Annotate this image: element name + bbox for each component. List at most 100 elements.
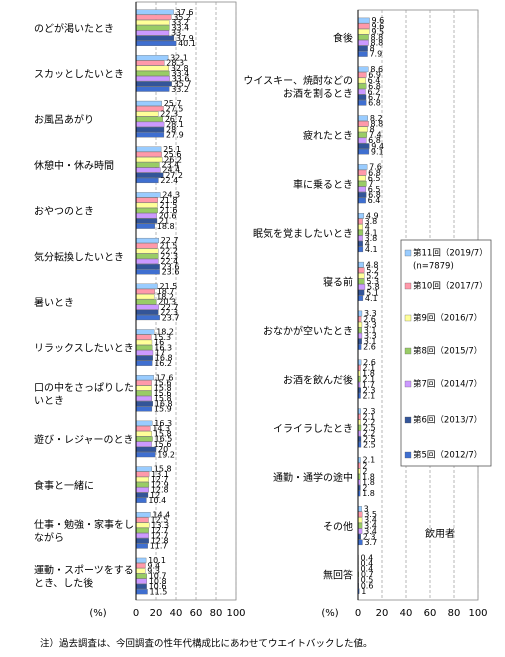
value-label: 28.3 <box>166 59 184 68</box>
value-label: 2.1 <box>363 456 376 465</box>
bar <box>135 339 153 345</box>
value-label: 4 <box>365 239 370 248</box>
axis-unit: (%) <box>89 608 106 619</box>
bar <box>135 167 161 173</box>
value-label: 2 <box>362 467 367 476</box>
bar <box>357 121 369 127</box>
value-label: 22.2 <box>160 247 178 256</box>
bar <box>357 327 362 333</box>
legend-swatch <box>404 282 412 290</box>
category-label: 車に乗るとき <box>293 178 353 191</box>
category-label: 無回答 <box>323 569 353 582</box>
bar <box>357 218 363 225</box>
value-label: 26.2 <box>164 155 182 164</box>
bar <box>135 70 170 76</box>
value-label: 10.7 <box>149 572 167 581</box>
bar <box>135 30 170 36</box>
x-tick-label: 20 <box>150 608 163 619</box>
value-label: 3.3 <box>364 320 377 329</box>
value-label: 3.4 <box>364 516 377 525</box>
value-label: 12.8 <box>151 486 169 495</box>
bar <box>135 406 153 412</box>
bar <box>357 267 365 273</box>
bar <box>357 137 367 144</box>
value-label: 16.8 <box>155 354 173 363</box>
bar <box>135 100 162 107</box>
bar <box>135 527 149 533</box>
bar <box>135 522 150 528</box>
value-label: 16.3 <box>154 343 172 352</box>
legend-frame <box>400 239 492 467</box>
value-label: 12.8 <box>151 536 169 545</box>
category-label: 仕事・勉強・家事をしながら <box>34 518 134 544</box>
bar <box>135 492 149 498</box>
bar <box>135 19 170 26</box>
bar <box>135 213 157 219</box>
value-label: 5.2 <box>366 272 379 281</box>
value-label: 8.8 <box>371 119 384 128</box>
bar <box>357 246 364 253</box>
bar <box>135 425 151 432</box>
category-label: 口の中をさっぱりしたいとき <box>34 381 134 407</box>
bar <box>135 390 152 396</box>
value-label: 2.2 <box>363 418 376 427</box>
bar <box>357 213 365 219</box>
bar <box>135 568 146 574</box>
bar <box>135 385 152 391</box>
bar <box>135 517 149 523</box>
bar <box>135 350 154 356</box>
bar <box>357 126 368 133</box>
category-label: おやつのとき <box>34 206 94 218</box>
value-label: 9.5 <box>371 27 384 36</box>
value-label: 17 <box>155 349 165 358</box>
bar <box>135 60 165 66</box>
value-label: 3.8 <box>365 217 378 226</box>
bar <box>135 269 160 275</box>
category-label: 遊び・レジャーのとき <box>34 433 134 446</box>
value-label: 21.6 <box>160 206 178 215</box>
bar <box>135 248 159 254</box>
value-label: 7.4 <box>369 131 382 140</box>
value-label: 15.3 <box>153 333 171 342</box>
bar <box>135 380 152 386</box>
value-label: 9.3 <box>147 567 160 576</box>
value-label: 33 <box>171 29 181 38</box>
value-label: 2 <box>362 484 367 493</box>
bar <box>135 304 159 310</box>
value-label: 10.8 <box>149 577 167 586</box>
bar <box>135 76 170 82</box>
bar <box>357 261 364 268</box>
value-label: 12.9 <box>151 480 169 489</box>
bar <box>357 278 365 285</box>
value-label: 21.8 <box>160 196 178 205</box>
bar <box>135 487 149 493</box>
value-label: 16.2 <box>154 359 172 368</box>
value-label: 2.1 <box>363 375 376 384</box>
bar <box>357 511 363 518</box>
value-label: 22.3 <box>160 308 178 317</box>
bar <box>135 309 159 315</box>
value-label: 18.2 <box>156 292 174 301</box>
bar <box>357 77 366 84</box>
legend-swatch <box>404 314 412 322</box>
value-label: 9.4 <box>147 561 160 570</box>
bar <box>357 72 367 78</box>
value-label: 3.1 <box>364 337 377 346</box>
bar <box>135 557 147 563</box>
value-label: 6.4 <box>368 196 381 205</box>
bar <box>135 116 163 122</box>
bar <box>135 573 147 579</box>
value-label: 2.1 <box>363 412 376 421</box>
category-label: ウイスキー、焼酎などのお酒を割るとき <box>243 74 353 100</box>
value-label: 16.5 <box>155 435 173 444</box>
value-label: 7.6 <box>369 163 382 172</box>
value-label: 0.6 <box>361 581 374 590</box>
bar <box>135 177 159 184</box>
value-label: 33.2 <box>171 18 189 27</box>
bar <box>357 83 367 89</box>
bar <box>135 589 148 595</box>
value-label: 35.7 <box>174 80 192 89</box>
value-label: 15.8 <box>154 465 172 474</box>
value-label: 20.3 <box>158 298 176 307</box>
value-label: 40.1 <box>178 39 196 48</box>
